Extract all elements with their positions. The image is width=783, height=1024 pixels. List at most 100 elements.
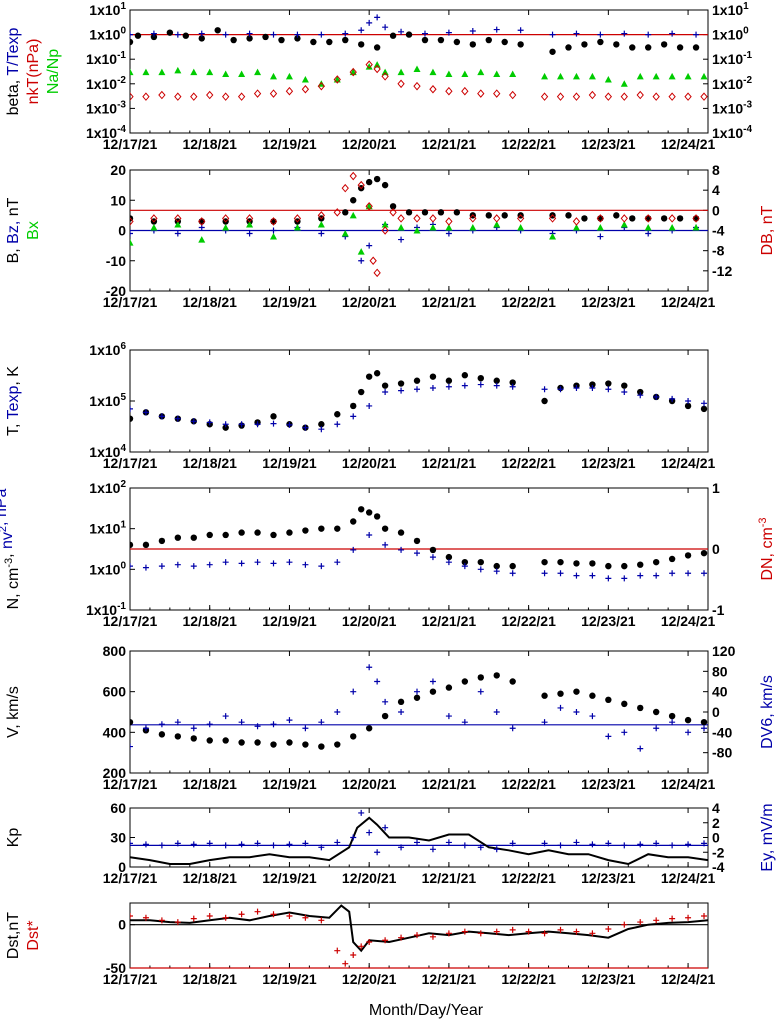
y-axis-label-part-0: V, km/s [5, 686, 22, 738]
series-4-point [516, 214, 525, 223]
series-1-point [700, 549, 708, 557]
series-2-point [429, 678, 436, 685]
series-1-point [469, 41, 477, 48]
x-tick-label: 12/17/21 [103, 294, 158, 310]
series-2-point [382, 24, 389, 31]
x-tick-label: 12/19/21 [262, 136, 317, 152]
series-2-point [645, 31, 652, 38]
series-3-point [652, 72, 660, 80]
series-4-point [333, 75, 341, 84]
panel-4-series [130, 506, 708, 582]
x-tick-label: 12/19/21 [262, 776, 317, 792]
series-4-point [349, 67, 357, 77]
series-2-point [358, 257, 365, 264]
series-1-point [692, 215, 700, 222]
series-2-point [302, 424, 309, 431]
series-2-point [174, 719, 181, 726]
series-1-point [405, 209, 413, 216]
series-3-point [130, 68, 134, 76]
y-tick-label-exponent: 1 [120, 520, 126, 531]
series-2-point [429, 384, 436, 391]
series-2-point [174, 230, 181, 237]
series-2-point [238, 560, 245, 567]
series-4-point [285, 86, 294, 96]
x-tick-label: 12/24/21 [661, 776, 716, 792]
series-2-point [669, 915, 676, 922]
series-1-point [198, 218, 205, 225]
y-tick-label-exponent: -4 [117, 124, 126, 135]
series-2-point [342, 30, 349, 37]
series-1-point [222, 424, 229, 431]
series-1-point [557, 558, 564, 566]
x-tick-label: 12/17/21 [103, 870, 158, 886]
series-2-point [445, 559, 452, 566]
y2-axis-label: DV6, km/s [759, 675, 776, 749]
y-axis-label: B, Bz, nT [5, 197, 22, 263]
series-1-point [294, 35, 301, 42]
x-tick-label: 12/18/21 [182, 294, 237, 310]
series-2-point [477, 930, 484, 937]
series-3-point [477, 68, 485, 76]
y-axis-label-part-0: B, [5, 244, 22, 264]
x-tick-label: 12/23/21 [581, 136, 636, 152]
x-tick-label: 12/20/21 [342, 294, 397, 310]
series-4-point [381, 226, 389, 235]
series-2-point [174, 840, 181, 847]
series-1-point [405, 31, 413, 38]
y2-tick-label: 4 [712, 182, 720, 198]
series-2-point [142, 914, 149, 921]
series-1-point [477, 374, 484, 382]
series-1-point [589, 692, 596, 699]
series-1-point [270, 531, 277, 539]
series-3-point [150, 223, 158, 231]
series-2-point [605, 733, 612, 740]
y-axis-label-part-0: beta, [5, 76, 22, 116]
series-2-point [270, 227, 277, 234]
series-3-point [413, 65, 421, 72]
series-2-point [637, 745, 644, 752]
x-tick-label: 12/22/21 [501, 455, 556, 471]
series-4-point [237, 92, 246, 101]
series-3-point [158, 68, 166, 76]
series-2-point [130, 840, 133, 847]
series-1-point [605, 380, 612, 387]
series-2-point [493, 382, 500, 389]
x-tick-label: 12/20/21 [342, 776, 397, 792]
series-1-point [130, 38, 134, 46]
series-1-point [637, 388, 644, 396]
series-2-point [334, 947, 341, 954]
series-2-point [222, 842, 229, 849]
series-2-point [477, 688, 484, 695]
series-1-point [130, 718, 134, 726]
series-2-point [429, 933, 436, 940]
y-tick-label: 1x101 [89, 1, 126, 18]
series-3-point [341, 230, 349, 237]
series-4-point [572, 217, 581, 226]
x-tick-label: 12/21/21 [422, 776, 477, 792]
x-tick-label: 12/19/21 [262, 294, 317, 310]
series-3-point [588, 72, 596, 80]
series-2-point [621, 729, 628, 736]
series-2-point [318, 563, 325, 570]
y-axis-label-3-part-0: Na/Np [45, 49, 62, 94]
series-2-point [198, 30, 205, 37]
series-2-point [318, 917, 325, 924]
y2-tick-label: 1x10-2 [712, 75, 752, 92]
series-4-point [317, 81, 325, 91]
series-1-point [381, 181, 389, 189]
panel-1-series [130, 14, 708, 101]
series-1-point [565, 212, 572, 219]
y2-tick-label: 0 [712, 202, 720, 218]
series-2-point [493, 846, 500, 853]
y-axis-label-part-1: Bz, [5, 216, 22, 244]
series-2-point [130, 913, 133, 919]
series-1-point [286, 739, 293, 746]
series-2-point [358, 27, 365, 34]
y2-tick-label-exponent: 0 [743, 26, 749, 37]
series-3-point [381, 220, 389, 228]
series-2-point [685, 398, 692, 404]
series-4-point [493, 214, 501, 223]
series-3-point [620, 80, 628, 87]
series-2-point [414, 839, 421, 846]
series-1-point [437, 209, 445, 216]
